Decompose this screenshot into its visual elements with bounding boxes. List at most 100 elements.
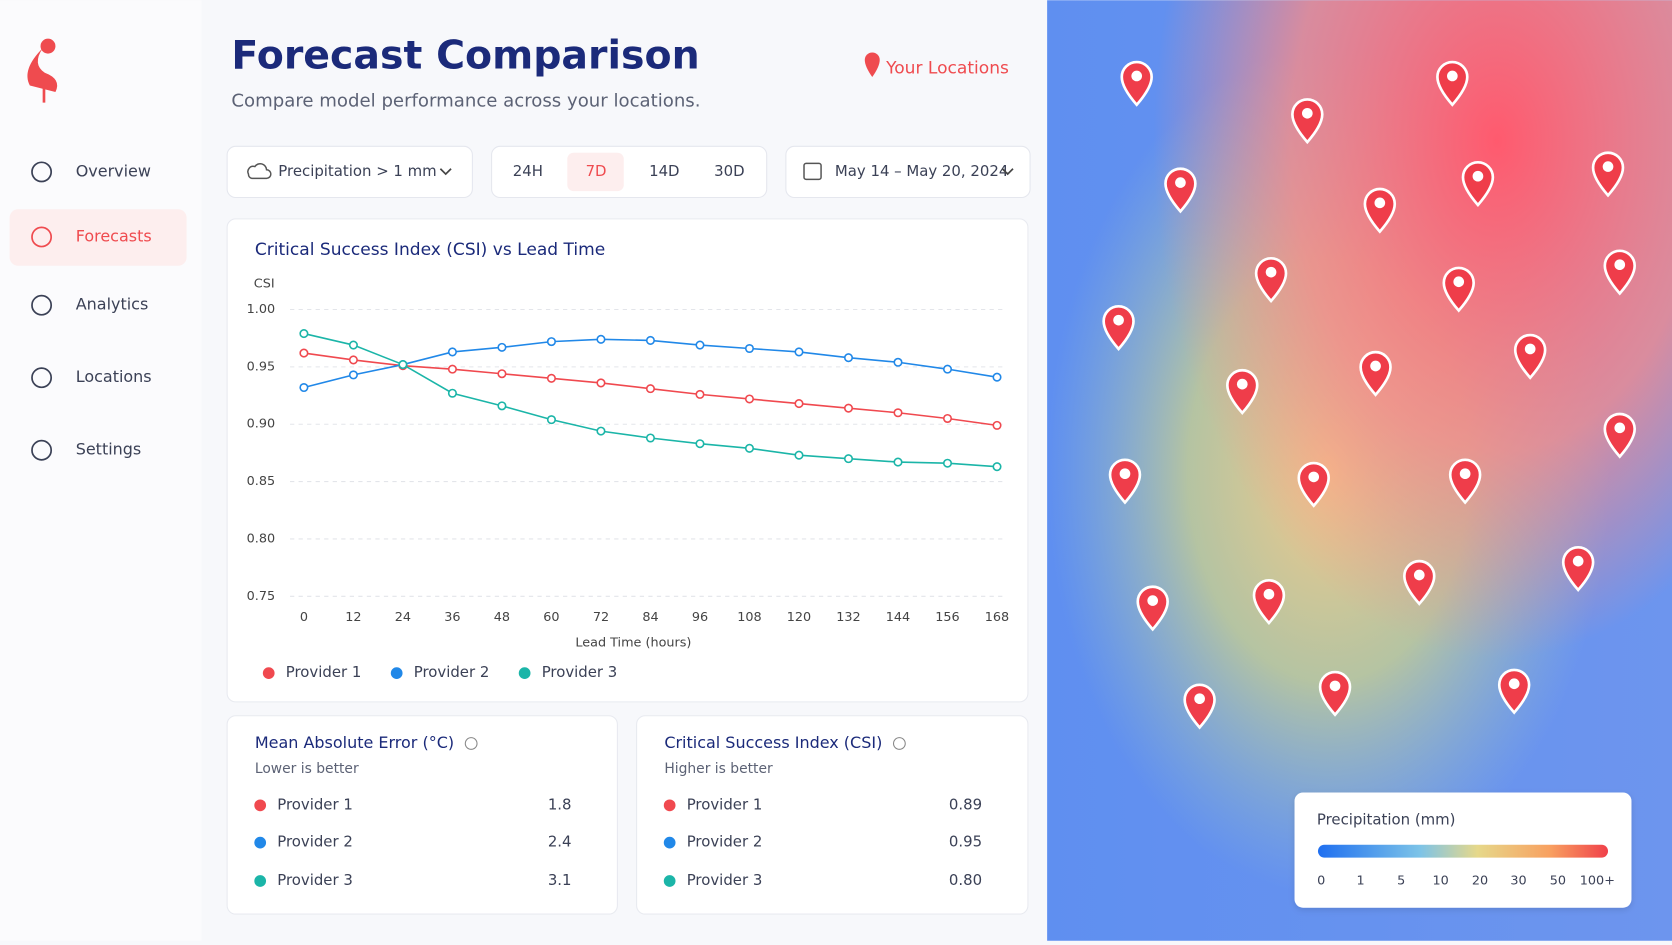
- map-pin[interactable]: [1561, 546, 1595, 592]
- nav-item[interactable]: Forecasts: [76, 226, 152, 245]
- map-pin[interactable]: [1359, 350, 1392, 397]
- scale-label: 50: [1550, 874, 1566, 889]
- point: [645, 335, 655, 345]
- map-pin[interactable]: [1120, 60, 1153, 107]
- point: [447, 347, 457, 357]
- point: [645, 433, 655, 443]
- map-pin[interactable]: [1297, 461, 1330, 508]
- nav-item[interactable]: Locations: [76, 367, 152, 386]
- range-group: [491, 145, 768, 199]
- point: [893, 408, 903, 418]
- range-option[interactable]: 14D: [649, 162, 679, 180]
- map-pin[interactable]: [1448, 458, 1482, 505]
- map-pin[interactable]: [1318, 670, 1352, 717]
- y-tick-label: 0.75: [247, 589, 275, 604]
- nav-item[interactable]: Settings: [76, 440, 142, 459]
- row-value: 0.89: [949, 795, 982, 813]
- row-name: Provider 1: [277, 795, 353, 813]
- page-subtitle: Compare model performance across your lo…: [231, 91, 700, 112]
- metric-select[interactable]: [226, 145, 473, 199]
- point: [447, 388, 457, 398]
- map-pin[interactable]: [1461, 161, 1495, 208]
- point: [695, 389, 705, 399]
- card-title: Mean Absolute Error (°C): [255, 733, 454, 752]
- map-pin[interactable]: [1102, 305, 1135, 351]
- x-tick-label: 108: [737, 610, 761, 625]
- row-name: Provider 2: [687, 833, 763, 851]
- point: [744, 443, 755, 453]
- pin-dot: [1472, 170, 1484, 182]
- row-dot: [663, 799, 676, 812]
- map-pin[interactable]: [1252, 579, 1286, 626]
- scale-label: 20: [1472, 874, 1488, 889]
- row-name: Provider 3: [687, 871, 763, 889]
- x-tick-label: 36: [444, 610, 460, 625]
- x-tick-label: 84: [642, 610, 658, 625]
- y-tick-label: 0.95: [247, 359, 275, 374]
- point: [645, 384, 655, 394]
- point: [695, 439, 705, 449]
- metric-card: [636, 715, 1029, 915]
- legend-dot: [262, 667, 275, 679]
- legend-dot: [518, 667, 531, 679]
- map-pin[interactable]: [1591, 151, 1625, 198]
- map-pin[interactable]: [1183, 683, 1216, 730]
- x-tick-label: 96: [692, 610, 708, 625]
- pin-dot: [1524, 343, 1536, 355]
- range-option[interactable]: 24H: [513, 162, 543, 180]
- x-tick-label: 12: [345, 610, 361, 625]
- row-dot: [254, 836, 267, 849]
- point: [447, 364, 457, 374]
- map-pin[interactable]: [1226, 369, 1259, 415]
- x-tick-label: 132: [836, 610, 860, 625]
- nav-item[interactable]: Analytics: [76, 295, 149, 314]
- metric-card: [226, 715, 618, 915]
- card-title: Critical Success Index (CSI): [664, 733, 882, 752]
- point: [596, 378, 606, 388]
- range-option[interactable]: 7D: [586, 162, 607, 180]
- locations-link[interactable]: Your Locations: [885, 58, 1009, 78]
- map-pin[interactable]: [1497, 668, 1531, 715]
- x-tick-label: 60: [543, 610, 559, 625]
- map-pin[interactable]: [1291, 98, 1324, 145]
- range-option[interactable]: 30D: [714, 162, 744, 180]
- point: [843, 454, 854, 464]
- row-dot: [254, 875, 267, 887]
- map-pin[interactable]: [1136, 585, 1169, 632]
- date-select[interactable]: [785, 145, 1031, 199]
- range-active-bg: [567, 152, 624, 192]
- point: [596, 334, 606, 344]
- info-icon: [464, 737, 478, 750]
- map-pin[interactable]: [1363, 187, 1397, 234]
- map: [1047, 0, 1672, 941]
- legend-dot: [390, 667, 403, 679]
- map-pin[interactable]: [1254, 257, 1288, 303]
- nav-icon: [31, 161, 53, 183]
- pin-dot: [1374, 197, 1386, 209]
- map-pin[interactable]: [1442, 266, 1475, 313]
- point: [744, 394, 755, 404]
- info-icon: [892, 737, 906, 750]
- map-pin[interactable]: [1403, 559, 1436, 606]
- map-pin[interactable]: [1436, 60, 1469, 107]
- point: [596, 426, 606, 436]
- chevron: [439, 168, 452, 176]
- pin-dot: [1236, 378, 1248, 390]
- nav-item[interactable]: Overview: [76, 161, 151, 180]
- pin-dot: [1459, 468, 1471, 480]
- chart-card: [226, 218, 1029, 703]
- point: [546, 337, 556, 347]
- chevron: [1001, 168, 1014, 176]
- x-tick-label: 0: [300, 610, 308, 625]
- row-dot: [663, 875, 676, 887]
- map-pin[interactable]: [1513, 333, 1547, 380]
- scale-label: 5: [1397, 874, 1405, 889]
- card-subtitle: Higher is better: [664, 761, 773, 777]
- map-pin[interactable]: [1603, 412, 1637, 459]
- map-pin[interactable]: [1108, 458, 1142, 505]
- map-pin[interactable]: [1164, 167, 1197, 214]
- pin-dot: [1119, 468, 1131, 480]
- x-tick-label: 156: [935, 610, 959, 625]
- map-pin[interactable]: [1603, 249, 1637, 296]
